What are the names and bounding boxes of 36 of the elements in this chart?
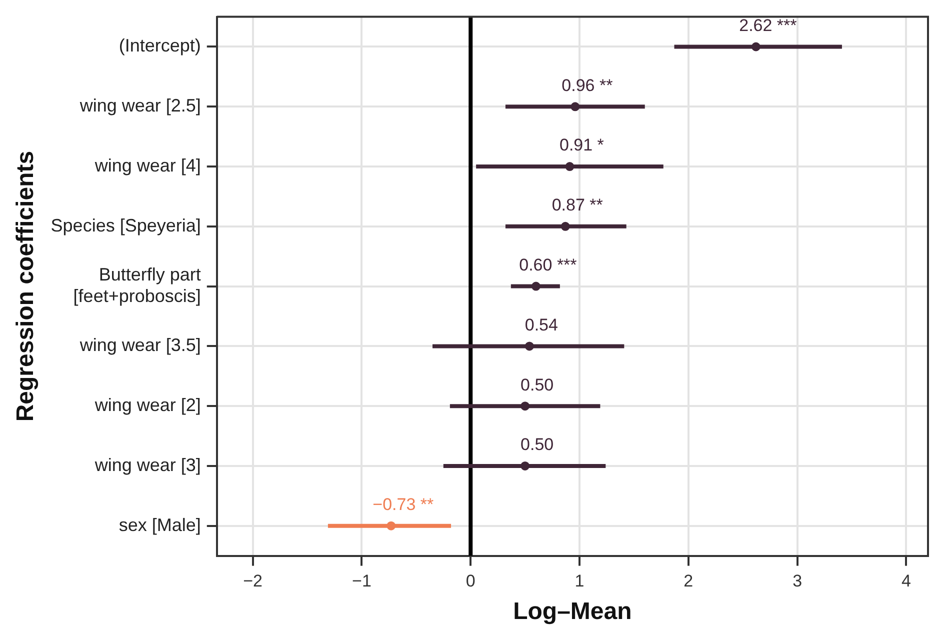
point (520, 461, 530, 470)
point (520, 402, 530, 411)
data-label: 0.96 ** (562, 76, 614, 95)
y-tick-label: (Intercept) (118, 36, 201, 56)
data-label: −0.73 ** (372, 495, 434, 514)
point (524, 342, 534, 351)
point (565, 162, 574, 172)
y-axis-title: Regression coefficients (12, 150, 40, 422)
y-tick-label: sex [Male] (118, 514, 201, 535)
x-tick-label: 0 (466, 572, 476, 591)
point (560, 222, 570, 231)
y-tick-label: wing wear [3.5] (78, 335, 201, 356)
data-label: 0.60 *** (519, 255, 578, 274)
point (386, 521, 396, 530)
y-tick-label: wing wear [3] (94, 454, 201, 475)
data-label: 0.50 (520, 375, 554, 394)
x-tick-label: 2 (684, 572, 694, 591)
point (531, 282, 540, 291)
y-tick-label: Species [Speyeria] (50, 215, 201, 236)
data-label: 0.54 (524, 315, 558, 334)
data-label: 0.91 * (560, 136, 604, 155)
x-axis-title: Log–Mean (513, 598, 632, 626)
data-label: 0.50 (520, 435, 554, 454)
point (570, 102, 580, 112)
x-tick-label: −2 (243, 572, 263, 591)
y-tick-label: wing wear [4] (94, 155, 201, 176)
x-tick-label: 4 (901, 572, 911, 591)
y-tick-label: Butterfly part [feet+proboscis] (73, 264, 201, 306)
y-tick-label: wing wear [2] (94, 395, 201, 416)
y-tick-label: wing wear [2.5] (78, 96, 201, 116)
point (751, 42, 760, 52)
x-tick-label: −1 (352, 572, 372, 591)
x-tick-label: 3 (792, 572, 802, 591)
data-label: 0.87 ** (552, 196, 604, 215)
x-tick-label: 1 (574, 572, 584, 591)
data-label: 2.62 *** (739, 16, 798, 35)
